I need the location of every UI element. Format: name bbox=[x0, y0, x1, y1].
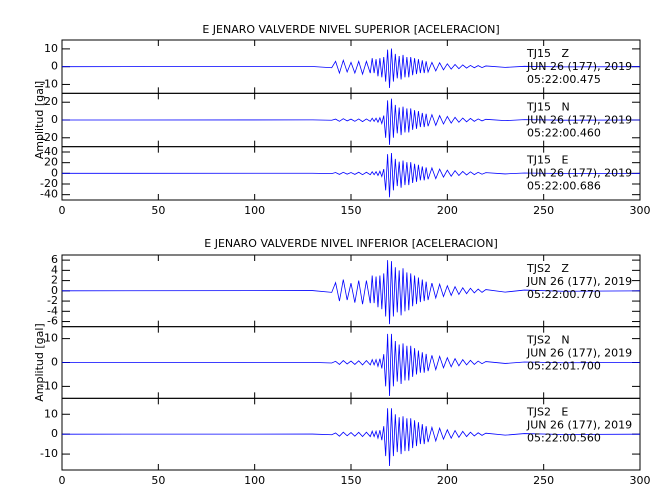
time-label: 05:22:00.770 bbox=[527, 288, 601, 301]
date-label: JUN 26 (177), 2019 bbox=[526, 418, 632, 431]
y-tick-label: 4 bbox=[51, 263, 58, 276]
waveform bbox=[61, 260, 641, 325]
y-tick-label: -40 bbox=[40, 188, 58, 201]
y-tick-label: -4 bbox=[47, 304, 58, 317]
date-label: JUN 26 (177), 2019 bbox=[526, 167, 632, 180]
x-tick-label: 50 bbox=[151, 204, 165, 217]
station-label: TJS2 Z bbox=[526, 262, 569, 275]
y-tick-label: -20 bbox=[40, 131, 58, 144]
x-tick-label: 250 bbox=[533, 204, 554, 217]
y-tick-label: 20 bbox=[44, 95, 58, 108]
y-tick-label: 10 bbox=[44, 407, 58, 420]
y-tick-label: 0 bbox=[51, 113, 58, 126]
x-tick-label: 250 bbox=[533, 474, 554, 487]
y-tick-label: 0 bbox=[51, 166, 58, 179]
y-tick-label: 40 bbox=[44, 145, 58, 158]
waveform bbox=[61, 153, 641, 198]
y-tick-label: 0 bbox=[51, 284, 58, 297]
y-tick-label: -2 bbox=[47, 294, 58, 307]
date-label: JUN 26 (177), 2019 bbox=[526, 60, 632, 73]
x-tick-label: 50 bbox=[151, 474, 165, 487]
y-tick-label: -6 bbox=[47, 315, 58, 328]
y-tick-label: 10 bbox=[44, 332, 58, 345]
x-tick-label: 150 bbox=[341, 204, 362, 217]
y-axis-label: Amplitud [gal] bbox=[33, 323, 46, 401]
x-tick-label: 0 bbox=[59, 204, 66, 217]
date-label: JUN 26 (177), 2019 bbox=[526, 113, 632, 126]
waveform bbox=[61, 48, 641, 89]
waveform bbox=[61, 333, 641, 396]
date-label: JUN 26 (177), 2019 bbox=[526, 275, 632, 288]
x-tick-label: 100 bbox=[244, 204, 265, 217]
y-tick-label: -10 bbox=[40, 77, 58, 90]
time-label: 05:22:00.460 bbox=[527, 126, 601, 139]
y-tick-label: -10 bbox=[40, 379, 58, 392]
time-label: 05:22:01.700 bbox=[527, 360, 601, 373]
y-tick-label: 0 bbox=[51, 60, 58, 73]
chart-title: E JENARO VALVERDE NIVEL INFERIOR [ACELER… bbox=[204, 237, 497, 250]
y-tick-label: 0 bbox=[51, 356, 58, 369]
time-label: 05:22:00.560 bbox=[527, 431, 601, 444]
station-label: TJS2 E bbox=[526, 405, 568, 418]
x-tick-label: 200 bbox=[437, 474, 458, 487]
chart-title: E JENARO VALVERDE NIVEL SUPERIOR [ACELER… bbox=[202, 23, 499, 36]
x-tick-label: 0 bbox=[59, 474, 66, 487]
station-label: TJ15 Z bbox=[526, 47, 569, 60]
y-tick-label: -20 bbox=[40, 177, 58, 190]
y-tick-label: 10 bbox=[44, 42, 58, 55]
station-label: TJS2 N bbox=[526, 334, 570, 347]
y-tick-label: 20 bbox=[44, 156, 58, 169]
station-label: TJ15 E bbox=[526, 154, 568, 167]
y-axis-label: Amplitud [gal] bbox=[33, 81, 46, 159]
time-label: 05:22:00.686 bbox=[527, 180, 601, 193]
y-tick-label: -10 bbox=[40, 447, 58, 460]
waveform bbox=[61, 98, 641, 145]
x-tick-label: 200 bbox=[437, 204, 458, 217]
time-label: 05:22:00.475 bbox=[527, 73, 601, 86]
y-tick-label: 0 bbox=[51, 427, 58, 440]
waveform bbox=[61, 408, 641, 467]
date-label: JUN 26 (177), 2019 bbox=[526, 347, 632, 360]
x-tick-label: 300 bbox=[630, 204, 650, 217]
x-tick-label: 300 bbox=[630, 474, 650, 487]
station-label: TJ15 N bbox=[526, 100, 570, 113]
x-tick-label: 150 bbox=[341, 474, 362, 487]
y-tick-label: 6 bbox=[51, 253, 58, 266]
y-tick-label: 2 bbox=[51, 274, 58, 287]
x-tick-label: 100 bbox=[244, 474, 265, 487]
